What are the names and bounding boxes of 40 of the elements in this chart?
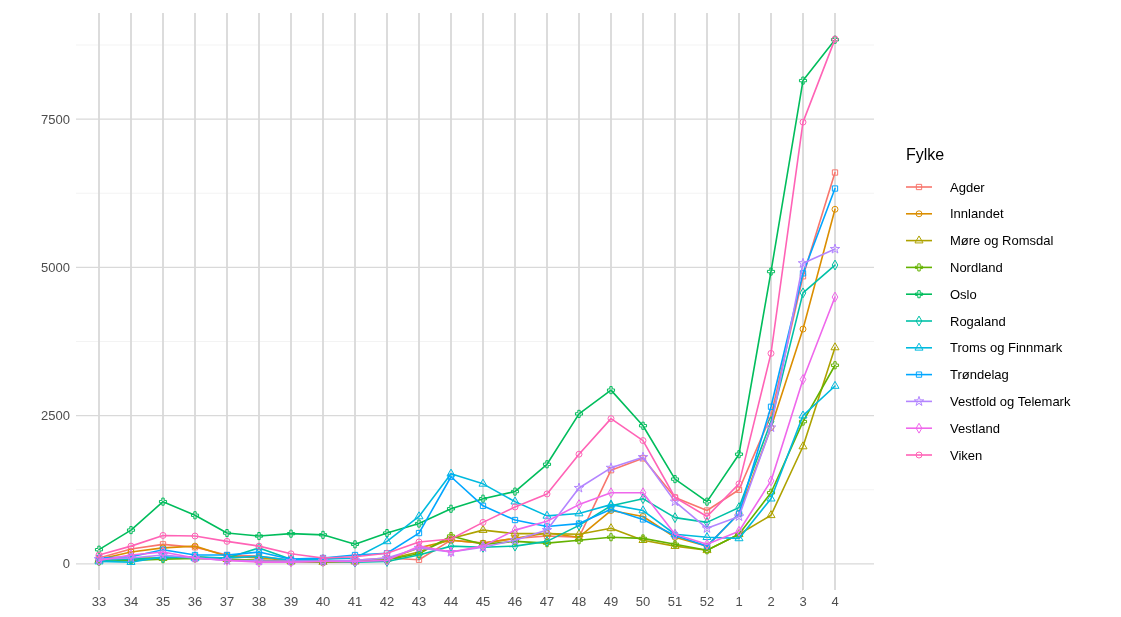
x-tick-label: 40 [315,594,331,609]
x-tick-label: 36 [187,594,203,609]
x-tick-label: 41 [347,594,363,609]
x-tick-label: 52 [699,594,715,609]
legend-label: Vestfold og Telemark [950,393,1071,409]
x-tick-label: 51 [667,594,683,609]
x-tick-label: 38 [251,594,267,609]
x-tick-label: 45 [475,594,491,609]
legend-label: Rogaland [950,313,1006,329]
x-tick-label: 50 [635,594,651,609]
x-tick-label: 37 [219,594,235,609]
x-tick-label: 47 [539,594,555,609]
x-tick-label: 46 [507,594,523,609]
x-tick-label: 39 [283,594,299,609]
x-tick-label: 42 [379,594,395,609]
x-tick-label: 3 [799,594,807,609]
x-tick-label: 2 [767,594,775,609]
legend-label: Nordland [950,259,1003,275]
x-tick-label: 44 [443,594,459,609]
x-tick-label: 49 [603,594,619,609]
x-tick-label: 35 [155,594,171,609]
legend-label: Innlandet [950,206,1004,222]
x-tick-label: 1 [735,594,743,609]
legend-label: Oslo [950,286,977,302]
y-tick-label: 5000 [41,259,70,275]
x-tick-label: 43 [411,594,427,609]
y-tick-label: 7500 [41,111,70,127]
y-tick-label: 0 [62,556,70,572]
legend-label: Agder [950,179,986,195]
x-tick-label: 48 [571,594,587,609]
x-tick-label: 34 [123,594,139,609]
legend-title: Fylke [906,146,945,163]
x-tick-label: 33 [91,594,107,609]
legend-label: Møre og Romsdal [950,233,1054,249]
x-tick-label: 4 [831,594,839,609]
legend-label: Vestland [950,420,1000,436]
legend-label: Viken [950,447,983,463]
legend-label: Troms og Finnmark [950,340,1063,356]
legend-label: Trøndelag [950,367,1009,383]
y-tick-label: 2500 [41,408,70,424]
